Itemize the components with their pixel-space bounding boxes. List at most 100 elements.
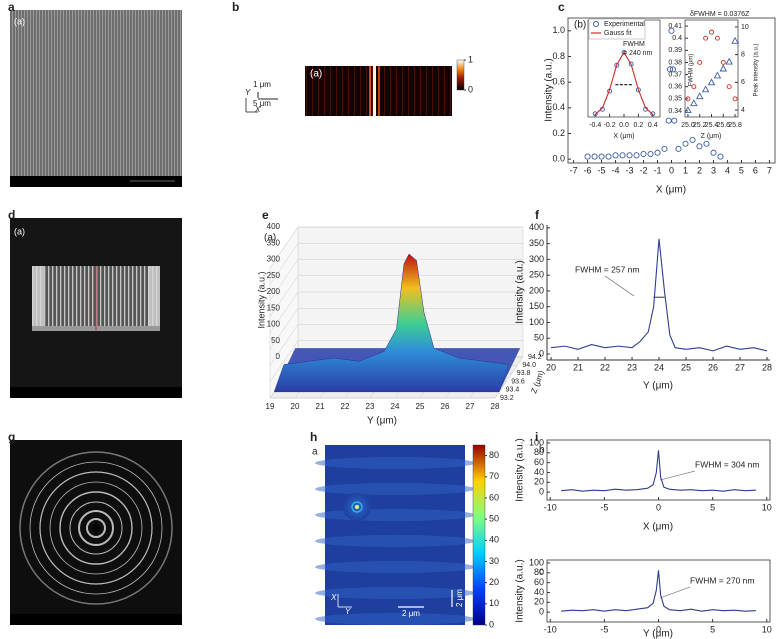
y-tick-label: 1.0 (552, 25, 565, 35)
panel-letter: b (232, 0, 239, 14)
x-tick-label: 28 (491, 402, 500, 411)
x-tick-label: -0.2 (604, 122, 616, 129)
y-tick-label: 400 (529, 222, 544, 232)
chart-title: b (539, 445, 545, 456)
scale-label: 2 μm (402, 609, 420, 618)
marker (725, 57, 733, 65)
heatmap-band (315, 613, 475, 625)
z-tick-label: 0 (276, 352, 281, 361)
marker (701, 85, 710, 93)
colorbar-tick-label: 80 (489, 450, 499, 460)
marker (703, 140, 710, 147)
y-tick-label: 250 (529, 270, 544, 280)
axis-letter: X (254, 105, 261, 114)
x-tick-label: -2 (640, 165, 648, 175)
marker (614, 62, 620, 68)
x-tick-label: 25 (681, 362, 691, 372)
depth-tick-label: 93.8 (517, 370, 531, 377)
y-tick-label: 0 (539, 348, 544, 358)
x-tick-label: 0.0 (619, 122, 629, 129)
colorbar-tick-label: 60 (489, 492, 499, 502)
x-tick-label: 20 (291, 402, 300, 411)
marker (671, 117, 678, 124)
chart-title: c (539, 567, 544, 578)
grid-line (269, 259, 523, 301)
grid-line (269, 324, 523, 366)
spot-ring (351, 501, 363, 513)
y-tick-label: 150 (529, 301, 544, 311)
x-tick-label: 5 (710, 624, 715, 634)
y-tick-label: 0.2 (552, 128, 565, 138)
sem-image-a: (a) (10, 10, 182, 187)
x-tick-label: -1 (654, 165, 662, 175)
marker (665, 117, 672, 124)
y-tick-label: 50 (534, 333, 544, 343)
x-tick-label: 28 (762, 362, 772, 372)
marker (719, 64, 728, 72)
axis-letter: Y (245, 88, 251, 97)
x-tick-label: 26 (441, 402, 450, 411)
depth-tick-label: 93.6 (511, 378, 525, 385)
colorbar-tick-label: 10 (489, 598, 499, 608)
marker (584, 153, 591, 160)
legend-label: Experimental (604, 21, 645, 28)
y-tick-label: 0 (539, 607, 544, 617)
colorbar-tick-label: 40 (489, 535, 499, 545)
annotation-leader (659, 586, 691, 599)
y-tick-label: 100 (529, 317, 544, 327)
y-tick-label: 0.37 (668, 71, 682, 78)
grid-line (269, 340, 523, 382)
marker (667, 66, 674, 73)
z-tick-label: 300 (267, 255, 281, 264)
y-tick-label: 40 (534, 587, 544, 597)
x-axis-label: Y (μm) (643, 629, 673, 639)
marker (695, 92, 704, 100)
colorbar (472, 444, 486, 626)
x-tick-label: 6 (753, 165, 758, 175)
x-tick-label: -6 (584, 165, 592, 175)
y-tick-label: 0.4 (552, 102, 565, 112)
marker (713, 71, 722, 79)
x-tick-label: 27 (466, 402, 475, 411)
x-tick-label: 22 (600, 362, 610, 372)
x-tick-label: 25.2 (693, 122, 707, 129)
x-tick-label: 25.0 (681, 122, 695, 129)
heatmap-band (315, 457, 475, 469)
axis-letter: X (330, 593, 337, 602)
depth-tick-label: 94.0 (522, 362, 536, 369)
y-tick-label: 100 (529, 557, 544, 567)
marker (689, 136, 696, 143)
marker (684, 106, 692, 114)
x-tick-label: 10 (762, 624, 772, 634)
x-tick-label: -0.4 (589, 122, 601, 129)
panel-letter: a (8, 0, 15, 14)
depth-tick-label: 93.2 (500, 395, 514, 402)
x-tick-label: 0 (656, 624, 661, 634)
panel-letter: g (8, 430, 15, 444)
y-tick-label: 0.36 (668, 84, 682, 91)
grid-line (269, 275, 523, 317)
y-tick-label: 0.38 (668, 59, 682, 66)
panel-letter: i (535, 430, 538, 444)
x-tick-label: 0.4 (648, 122, 658, 129)
x-axis-label: Y (μm) (367, 416, 397, 427)
heatmap-band (315, 509, 475, 521)
z-tick-label: 200 (267, 287, 281, 296)
x-tick-label: 25.4 (705, 122, 719, 129)
marker (633, 152, 640, 159)
line (561, 450, 756, 492)
x-tick-label: 25.6 (716, 122, 730, 129)
grid-line (269, 243, 523, 285)
y-tick-label: 20 (534, 477, 544, 487)
x-tick-label: -3 (626, 165, 634, 175)
marker (619, 152, 626, 159)
x-tick-label: 0.2 (634, 122, 644, 129)
scale-label: 2 μm (455, 589, 464, 607)
legend-label: Gauss fit (604, 30, 632, 37)
y-tick-label: 40 (534, 467, 544, 477)
annotation: FWHM = 257 nm (575, 264, 639, 274)
marker (714, 35, 720, 41)
x-tick-label: 19 (266, 402, 275, 411)
colorbar-tick-label: 50 (489, 513, 499, 523)
